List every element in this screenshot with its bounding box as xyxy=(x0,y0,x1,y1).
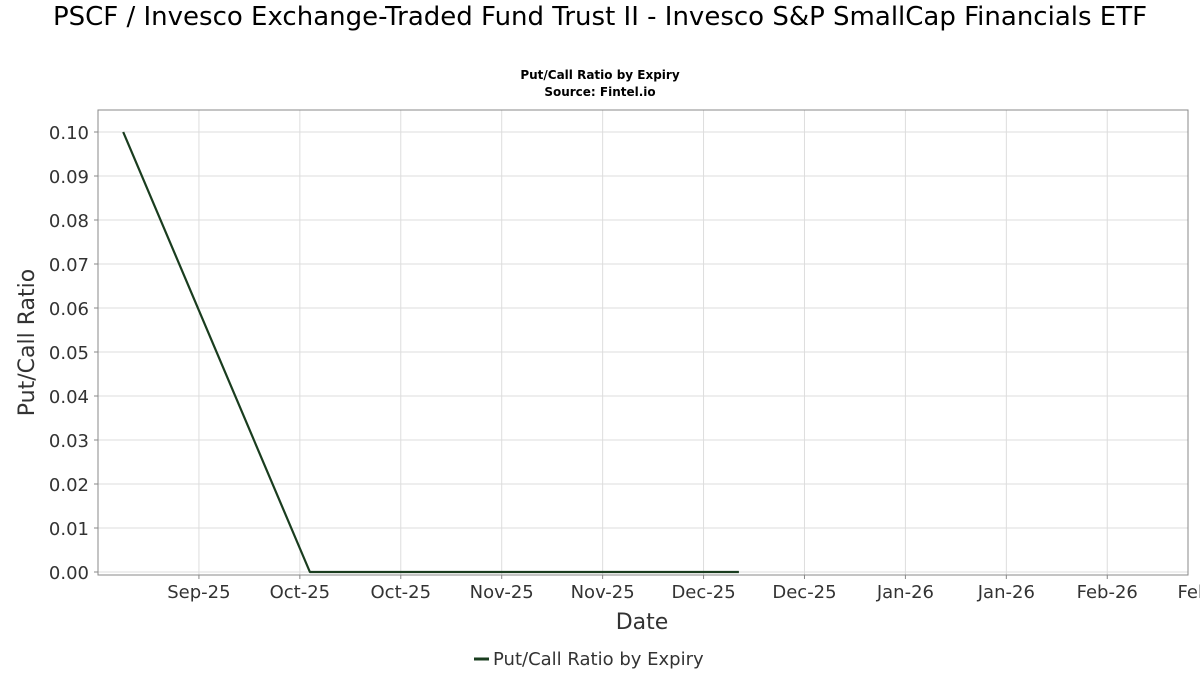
x-tick-label: Feb-26 xyxy=(1178,582,1200,603)
y-tick-label: 0.02 xyxy=(49,475,89,496)
chart-source: Source: Fintel.io xyxy=(544,85,656,99)
x-tick-label: Oct-25 xyxy=(371,582,432,603)
x-axis: Sep-25 Oct-25 Oct-25 Nov-25 Nov-25 Dec-25 Dec-… xyxy=(167,575,1200,603)
x-tick-label: Nov-25 xyxy=(571,582,635,603)
y-tick-label: 0.06 xyxy=(49,299,89,320)
plot-area xyxy=(98,110,1188,575)
series-line-0 xyxy=(122,131,739,574)
y-axis: 0.00 0.01 0.02 0.03 0.04 0.05 0.06 0.07 0.08 0.09… xyxy=(49,123,98,584)
x-tick-label: Nov-25 xyxy=(470,582,534,603)
y-tick-label: 0.08 xyxy=(49,211,89,232)
series-group xyxy=(122,131,739,574)
y-tick-label: 0.09 xyxy=(49,167,89,188)
plot-frame xyxy=(97,109,1189,576)
x-axis-title: Date xyxy=(616,610,669,635)
y-tick-label: 0.03 xyxy=(49,431,89,452)
legend-label: Put/Call Ratio by Expiry xyxy=(493,649,704,670)
y-tick-label: 0.05 xyxy=(49,343,89,364)
y-tick-label: 0.10 xyxy=(49,123,89,144)
x-tick-label: Jan-26 xyxy=(977,582,1035,603)
chart-subtitle: Put/Call Ratio by Expiry xyxy=(520,68,680,82)
x-tick-label: Sep-25 xyxy=(167,582,230,603)
y-tick-label: 0.00 xyxy=(49,563,89,584)
legend: Put/Call Ratio by Expiry xyxy=(474,649,704,670)
y-tick-label: 0.07 xyxy=(49,255,89,276)
x-tick-label: Dec-25 xyxy=(772,582,836,603)
x-tick-label: Dec-25 xyxy=(671,582,735,603)
x-tick-label: Oct-25 xyxy=(270,582,331,603)
chart-title: PSCF / Invesco Exchange-Traded Fund Trus… xyxy=(52,2,1148,32)
x-tick-label: Feb-26 xyxy=(1077,582,1138,603)
y-tick-label: 0.04 xyxy=(49,387,89,408)
grid-lines xyxy=(98,110,1188,575)
y-tick-label: 0.01 xyxy=(49,519,89,540)
x-tick-label: Jan-26 xyxy=(876,582,934,603)
y-axis-title: Put/Call Ratio xyxy=(15,269,40,416)
